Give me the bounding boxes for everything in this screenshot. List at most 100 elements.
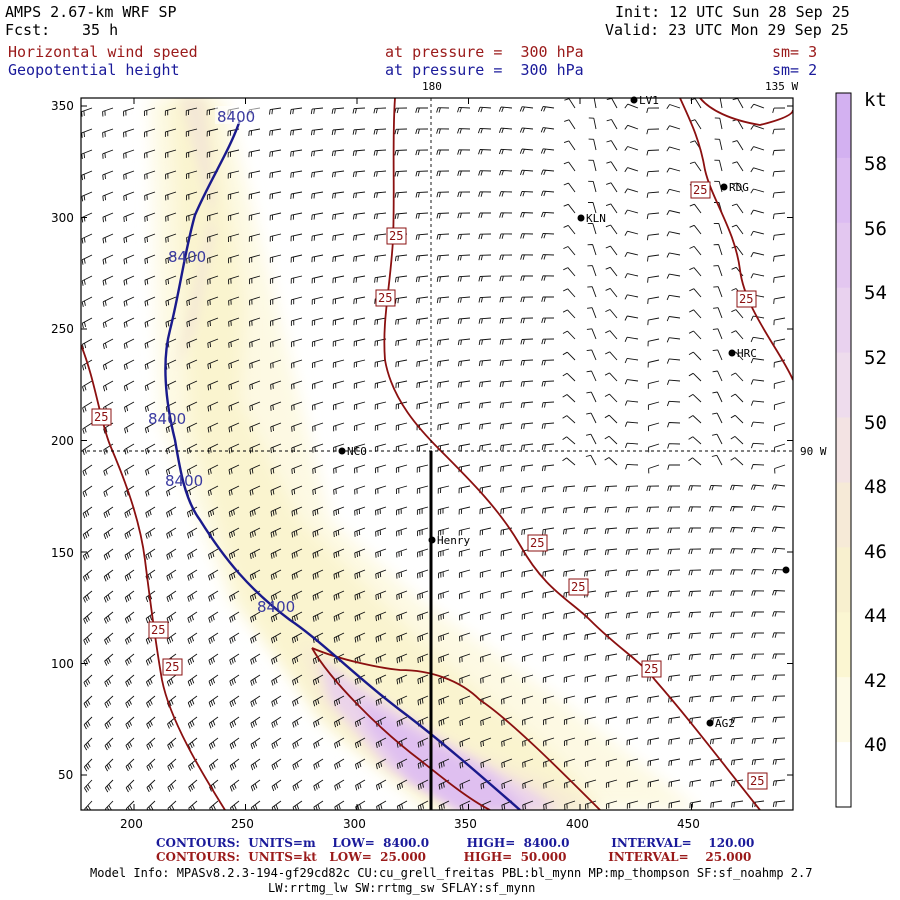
wind-barb (563, 653, 576, 662)
wind-barb (311, 338, 324, 347)
wind-barb (624, 251, 639, 258)
wind-barb (772, 212, 786, 220)
wind-barb (104, 737, 114, 751)
wind-barb (104, 632, 114, 645)
wind-barb (166, 569, 177, 581)
wind-barb (667, 422, 681, 428)
wind-barb (396, 800, 408, 810)
wind-barb (103, 527, 114, 540)
wind-barb (521, 506, 534, 514)
wind-barb (712, 391, 723, 403)
wind-barb (646, 191, 660, 198)
wind-barb (479, 611, 492, 621)
wind-barb (647, 359, 660, 368)
wind-barb (436, 191, 450, 198)
wind-barb (82, 569, 93, 582)
wind-barb (353, 296, 366, 305)
wind-barb (124, 485, 135, 497)
wind-barb (731, 330, 744, 340)
wind-barb (123, 212, 135, 223)
wind-barb (667, 632, 681, 640)
wind-barb (417, 611, 429, 621)
wind-barb (103, 464, 114, 476)
wind-barb (165, 443, 177, 455)
wind-barb (228, 296, 240, 306)
wind-barb (477, 127, 492, 134)
wind-barb (437, 506, 450, 515)
wind-barb (188, 779, 198, 792)
wind-barb (396, 695, 408, 706)
wind-barb (375, 695, 387, 706)
axis-ticks (81, 98, 793, 810)
wind-barb (583, 506, 597, 514)
wind-barb (292, 674, 303, 686)
wind-barb (666, 146, 681, 152)
wind-barb (396, 506, 408, 516)
wind-barb (457, 359, 471, 367)
wind-barb (689, 203, 702, 214)
wind-barb (311, 275, 324, 284)
wind-barb (667, 485, 681, 491)
wind-barb (311, 212, 324, 220)
wind-barb (353, 233, 366, 241)
wind-barb (396, 611, 408, 621)
wind-barb (375, 527, 387, 537)
wind-barb (81, 275, 93, 286)
wind-barb (208, 632, 219, 644)
wind-barb (229, 653, 240, 665)
wind-barb (626, 737, 639, 746)
isotach-label-box (386, 227, 407, 245)
wind-barb (624, 357, 639, 364)
wind-barb (290, 296, 303, 305)
wind-barb (291, 485, 303, 496)
wind-barb (207, 317, 219, 327)
wind-barb (102, 128, 114, 138)
wind-barb (143, 107, 156, 117)
wind-barb (751, 674, 765, 681)
wind-barb (186, 506, 198, 518)
wind-barb (713, 265, 723, 277)
wind-barb (373, 212, 387, 220)
wind-barb (123, 401, 135, 413)
wind-barb (730, 457, 744, 466)
wind-barb (333, 527, 345, 538)
wind-barb (606, 161, 618, 172)
wind-barb (624, 209, 639, 215)
wind-barb (395, 296, 408, 304)
wind-barb (688, 695, 702, 703)
wind-barb (354, 443, 366, 453)
wind-barb (249, 317, 261, 327)
wind-barb (500, 506, 513, 515)
wind-barb (269, 128, 282, 136)
wind-barb (125, 716, 135, 729)
wind-barb (125, 695, 135, 708)
wind-barb (185, 149, 198, 158)
wind-barb (436, 338, 450, 346)
wind-barb (520, 317, 534, 324)
wind-barb (543, 737, 555, 747)
wind-barb (647, 338, 660, 347)
wind-barb (145, 653, 156, 666)
wind-barb (312, 548, 324, 559)
wind-barb (312, 464, 324, 474)
wind-barb (605, 716, 618, 725)
wind-barb (373, 191, 387, 199)
wind-barb (522, 779, 534, 789)
colorbar-segment (836, 417, 851, 483)
wind-barb (540, 211, 555, 218)
wind-barb (709, 484, 723, 491)
wind-barb (292, 716, 303, 728)
isotach-label-box (527, 534, 548, 552)
wind-barb (354, 758, 366, 770)
wind-barb (332, 338, 345, 347)
wind-barb (250, 611, 261, 623)
wind-barb (750, 209, 765, 215)
wind-barb (248, 233, 261, 242)
wind-barb (417, 548, 429, 558)
wind-barb (666, 210, 681, 216)
isotach-label-box (641, 660, 662, 678)
wind-barb (249, 422, 261, 433)
colorbar-tick: 40 (864, 734, 887, 756)
isotach-label: 25 (571, 580, 585, 594)
wind-barb (415, 275, 429, 283)
